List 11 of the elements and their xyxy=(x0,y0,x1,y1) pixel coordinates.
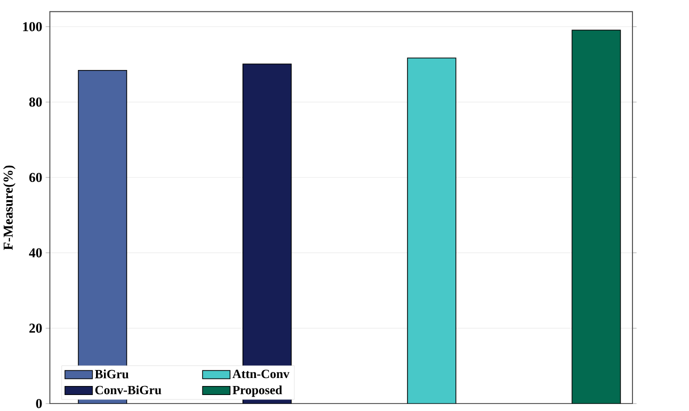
legend-label: Attn-Conv xyxy=(232,370,290,378)
legend-label: BiGru xyxy=(94,369,129,378)
legend-label: Conv-BiGru xyxy=(95,385,162,394)
y-tick-label: 80 xyxy=(29,97,42,106)
legend-label: Proposed xyxy=(232,385,282,397)
y-tick-label: 40 xyxy=(29,248,42,258)
y-axis-title: F-Measure(%) xyxy=(3,165,16,250)
y-tick-label: 100 xyxy=(23,22,42,32)
y-tick-label: 0 xyxy=(36,398,42,408)
y-tick-label: 20 xyxy=(29,323,42,333)
y-tick-label: 60 xyxy=(29,172,42,182)
